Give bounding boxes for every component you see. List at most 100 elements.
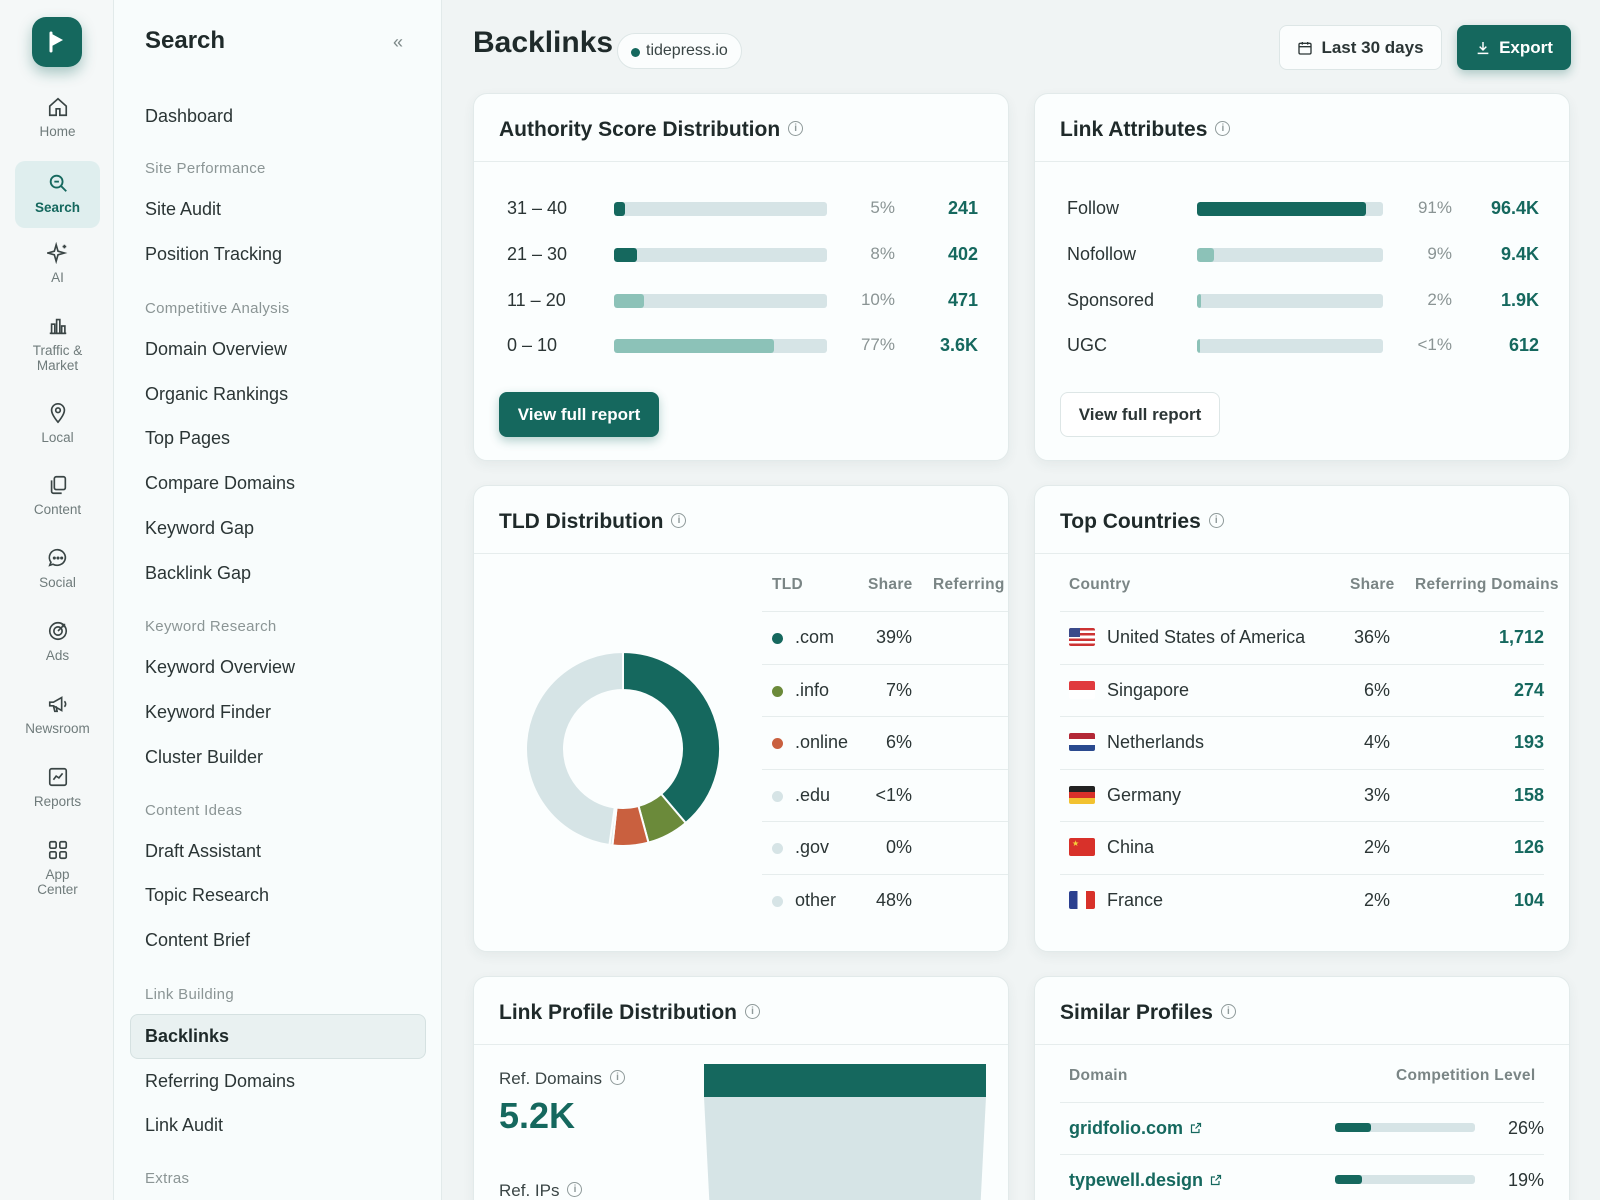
bar-fill — [1197, 339, 1200, 353]
table-row[interactable]: Singapore 6% 274 — [1060, 663, 1544, 716]
nav-item-keyword-finder[interactable]: Keyword Finder — [145, 702, 272, 722]
column-header-share: Share — [1350, 576, 1395, 593]
rail-item-local[interactable]: Local — [15, 402, 100, 458]
table-row[interactable]: Germany 3% 158 — [1060, 768, 1544, 821]
nav-item-cluster-builder[interactable]: Cluster Builder — [145, 747, 264, 767]
nav-item-link-audit[interactable]: Link Audit — [145, 1115, 224, 1135]
date-range-button[interactable]: Last 30 days — [1279, 25, 1442, 70]
bar-value: 3.6K — [939, 335, 978, 355]
nav-item-compare-domains[interactable]: Compare Domains — [145, 473, 296, 493]
view-full-report-button[interactable]: View full report — [499, 392, 659, 437]
rail-item-ai[interactable]: AI — [15, 242, 100, 298]
rail-item-reports[interactable]: Reports — [15, 766, 100, 822]
info-icon[interactable]: i — [788, 120, 804, 136]
info-icon[interactable]: i — [1220, 1003, 1236, 1019]
nav-item-keyword-overview[interactable]: Keyword Overview — [145, 657, 296, 677]
card-header: TLD Distribution i — [474, 486, 1008, 554]
bar-row: 21 – 30 8% 402 — [474, 240, 1008, 270]
info-icon[interactable]: i — [671, 512, 687, 528]
rail-item-content[interactable]: Content — [15, 474, 100, 530]
table-row[interactable]: .gov 0% — [762, 821, 1008, 873]
nav-item-position-tracking[interactable]: Position Tracking — [145, 244, 283, 264]
rail-item-home[interactable]: Home — [15, 96, 100, 152]
nav-item-backlinks[interactable]: Backlinks — [145, 1026, 230, 1046]
table-row[interactable]: ★ China 2% 126 — [1060, 821, 1544, 873]
rail-label: App Center — [37, 867, 78, 897]
nav-item-domain-overview[interactable]: Domain Overview — [145, 339, 288, 359]
nav-item-draft-assistant[interactable]: Draft Assistant — [145, 841, 262, 861]
country-name: France — [1107, 890, 1164, 910]
info-icon[interactable]: i — [609, 1070, 625, 1086]
card-title: Authority Score Distribution i — [499, 118, 804, 142]
country-share: 6% — [1363, 679, 1390, 700]
nav-item-site-audit[interactable]: Site Audit — [145, 199, 222, 219]
nav-item-keyword-gap[interactable]: Keyword Gap — [145, 518, 255, 538]
info-icon[interactable]: i — [567, 1182, 583, 1198]
rail-label: Social — [39, 575, 76, 590]
rail-item-ads[interactable]: Ads — [15, 620, 100, 676]
page-title: Backlinks — [473, 26, 614, 59]
nav-section-title: Content Ideas — [145, 802, 243, 819]
rail-label: Content — [33, 502, 82, 517]
table-row[interactable]: France 2% 104 — [1060, 874, 1544, 926]
tld-donut-chart — [525, 651, 721, 847]
info-icon[interactable]: i — [745, 1003, 761, 1019]
table-row[interactable]: gridfolio.com 26% — [1060, 1102, 1544, 1154]
bar-label: Nofollow — [1067, 244, 1137, 264]
nav-item-top-pages[interactable]: Top Pages — [145, 428, 231, 448]
collapse-sidebar-button[interactable]: « — [393, 32, 404, 52]
competition-bar — [1335, 1175, 1475, 1184]
app-logo[interactable] — [32, 17, 82, 67]
view-full-report-button[interactable]: View full report — [1060, 392, 1220, 437]
table-row[interactable]: United States of America 36% 1,712 — [1060, 611, 1544, 663]
bar-row: Follow 91% 96.4K — [1035, 194, 1569, 224]
country-share: 3% — [1363, 784, 1390, 805]
bar-percent: 9% — [1427, 244, 1452, 263]
bar-percent: 91% — [1417, 198, 1452, 217]
nav-item-topic-research[interactable]: Topic Research — [145, 885, 270, 905]
info-icon[interactable]: i — [1215, 120, 1231, 136]
tld-name: .edu — [795, 784, 831, 805]
domain-chip[interactable]: tidepress.io — [617, 33, 742, 69]
card-header: Link Profile Distribution i — [474, 977, 1008, 1045]
table-row[interactable]: typewell.design 19% — [1060, 1154, 1544, 1200]
table-row[interactable]: .info 7% — [762, 663, 1008, 716]
rail-item-search[interactable]: Search — [15, 161, 100, 228]
card-title: TLD Distribution i — [499, 510, 687, 534]
rail-item-traffic[interactable]: Traffic & Market — [15, 315, 100, 385]
nav-item-dashboard[interactable]: Dashboard — [145, 106, 234, 126]
country-referring-domains: 274 — [1513, 679, 1544, 700]
donut-slice-com[interactable] — [622, 651, 721, 825]
info-icon[interactable]: i — [1208, 512, 1224, 528]
domain-link[interactable]: gridfolio.com — [1069, 1118, 1202, 1139]
donut-slice-other[interactable] — [525, 651, 624, 847]
table-row[interactable]: Netherlands 4% 193 — [1060, 716, 1544, 768]
bar-row: Nofollow 9% 9.4K — [1035, 240, 1569, 270]
rail-item-newsroom[interactable]: Newsroom — [15, 693, 100, 749]
nav-item-content-brief[interactable]: Content Brief — [145, 930, 251, 950]
table-row[interactable]: other 48% — [762, 874, 1008, 926]
secondary-nav: Search « Dashboard Site Performance Site… — [114, 0, 442, 1200]
rail-item-social[interactable]: Social — [15, 547, 100, 603]
bar-track — [614, 339, 827, 353]
nav-item-referring-domains[interactable]: Referring Domains — [145, 1071, 296, 1091]
bar-percent: 2% — [1427, 290, 1452, 309]
bar-value: 471 — [947, 290, 978, 310]
domain-link[interactable]: typewell.design — [1069, 1170, 1222, 1191]
nav-item-backlink-gap[interactable]: Backlink Gap — [145, 563, 252, 583]
nav-item-organic-rankings[interactable]: Organic Rankings — [145, 384, 289, 404]
rail-item-app-center[interactable]: App Center — [15, 839, 100, 909]
rail-label: Search — [34, 200, 81, 215]
legend-dot — [772, 685, 783, 697]
flag-logo-icon — [49, 31, 63, 53]
table-row[interactable]: .edu <1% — [762, 768, 1008, 821]
table-row[interactable]: .online 6% — [762, 716, 1008, 768]
bar-label: Follow — [1067, 198, 1120, 218]
bar-label: 31 – 40 — [507, 198, 568, 218]
export-button[interactable]: Export — [1457, 25, 1571, 70]
table-row[interactable]: .com 39% — [762, 611, 1008, 663]
calendar-icon — [1298, 41, 1313, 55]
legend-dot — [772, 843, 783, 855]
link-attributes-card: Link Attributes i Follow 91% 96.4K Nofollow 9… — [1034, 93, 1570, 461]
external-link-icon — [1190, 1122, 1202, 1134]
